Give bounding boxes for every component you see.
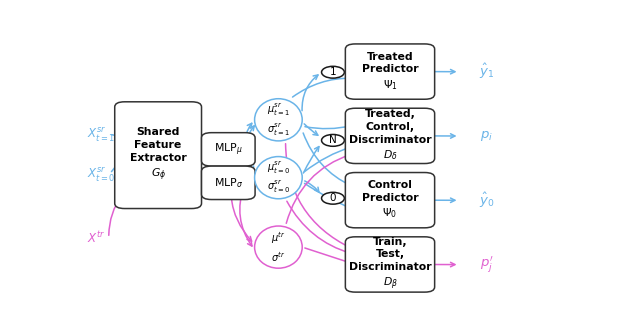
Text: $\mu^{tr}$
$\sigma^{tr}$: $\mu^{tr}$ $\sigma^{tr}$ bbox=[271, 230, 285, 264]
Text: Control
Predictor
$\Psi_0$: Control Predictor $\Psi_0$ bbox=[362, 180, 419, 220]
Text: $\mu^{sr}_{t=1}$
$\sigma^{sr}_{t=1}$: $\mu^{sr}_{t=1}$ $\sigma^{sr}_{t=1}$ bbox=[267, 102, 290, 138]
Text: Shared
Feature
Extractor
$G_\phi$: Shared Feature Extractor $G_\phi$ bbox=[130, 127, 186, 183]
Text: $\hat{y}_0$: $\hat{y}_0$ bbox=[479, 191, 495, 210]
FancyBboxPatch shape bbox=[346, 173, 435, 228]
Ellipse shape bbox=[255, 226, 302, 268]
Text: Treated
Predictor
$\Psi_1$: Treated Predictor $\Psi_1$ bbox=[362, 51, 419, 92]
FancyBboxPatch shape bbox=[346, 237, 435, 292]
Text: Treated,
Control,
Discriminator
$D_\delta$: Treated, Control, Discriminator $D_\delt… bbox=[349, 110, 431, 162]
Text: $\mathrm{MLP}_{\sigma}$: $\mathrm{MLP}_{\sigma}$ bbox=[214, 176, 243, 190]
Circle shape bbox=[321, 192, 344, 204]
Text: $p_j'$: $p_j'$ bbox=[480, 255, 493, 275]
FancyBboxPatch shape bbox=[202, 133, 255, 166]
Circle shape bbox=[321, 135, 344, 146]
Text: $p_i$: $p_i$ bbox=[480, 129, 493, 143]
Text: Train,
Test,
Discriminator
$D_\beta$: Train, Test, Discriminator $D_\beta$ bbox=[349, 236, 431, 292]
Text: $X^{sr}_{t=1}$: $X^{sr}_{t=1}$ bbox=[88, 125, 116, 143]
Text: 0: 0 bbox=[330, 193, 336, 203]
Text: $\mathrm{MLP}_{\mu}$: $\mathrm{MLP}_{\mu}$ bbox=[214, 141, 243, 158]
Ellipse shape bbox=[255, 99, 302, 141]
Text: $X^{sr}_{t=0}$: $X^{sr}_{t=0}$ bbox=[88, 165, 116, 183]
Text: N: N bbox=[329, 135, 337, 145]
Text: $\hat{y}_1$: $\hat{y}_1$ bbox=[479, 62, 494, 81]
Ellipse shape bbox=[255, 157, 302, 199]
Text: 1: 1 bbox=[330, 67, 336, 77]
Text: $X^{tr}$: $X^{tr}$ bbox=[88, 230, 106, 246]
FancyBboxPatch shape bbox=[346, 44, 435, 99]
FancyBboxPatch shape bbox=[115, 102, 202, 208]
Text: $\mu^{sr}_{t=0}$
$\sigma^{sr}_{t=0}$: $\mu^{sr}_{t=0}$ $\sigma^{sr}_{t=0}$ bbox=[267, 160, 290, 195]
FancyBboxPatch shape bbox=[202, 166, 255, 199]
FancyBboxPatch shape bbox=[346, 108, 435, 164]
Circle shape bbox=[321, 66, 344, 78]
